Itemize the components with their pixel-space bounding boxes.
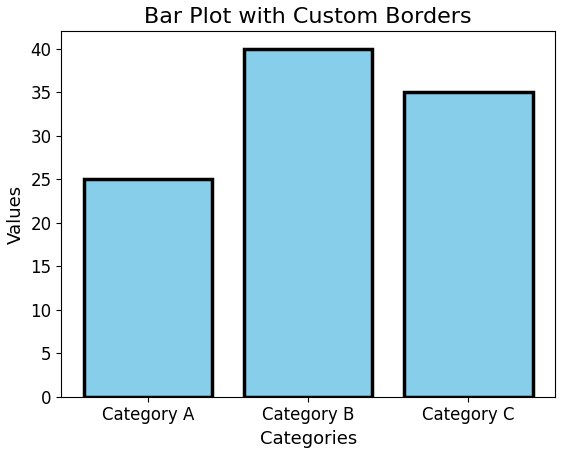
Bar bbox=[244, 49, 372, 397]
Bar bbox=[405, 92, 533, 397]
X-axis label: Categories: Categories bbox=[260, 430, 357, 448]
Title: Bar Plot with Custom Borders: Bar Plot with Custom Borders bbox=[144, 7, 472, 27]
Y-axis label: Values: Values bbox=[7, 184, 25, 243]
Bar bbox=[84, 179, 212, 397]
